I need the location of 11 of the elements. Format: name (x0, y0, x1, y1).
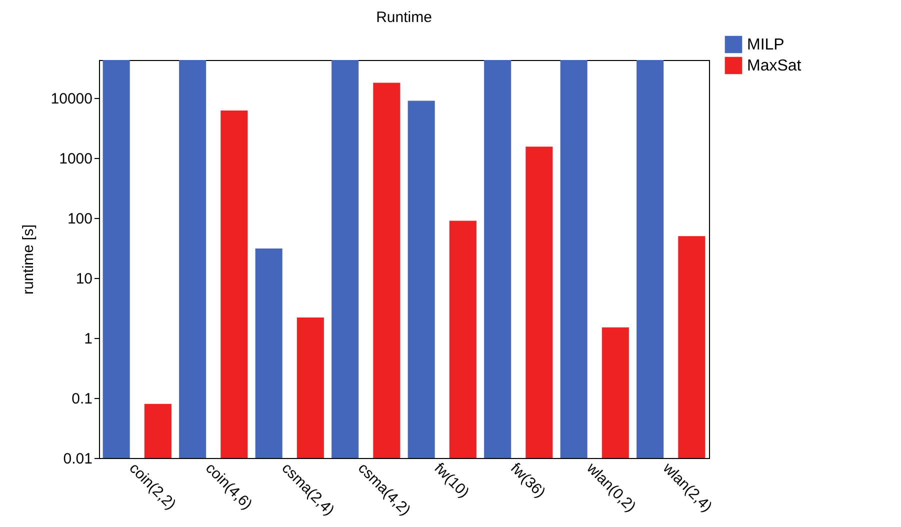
chart-title: Runtime (376, 9, 432, 26)
y-axis-title: runtime [s] (20, 224, 37, 295)
legend-label: MaxSat (747, 58, 802, 74)
legend-label: MILP (747, 36, 784, 54)
y-tick-label: 1000 (59, 150, 92, 168)
y-tick-label: 10 (76, 270, 92, 288)
y-tick-label: 1 (84, 330, 92, 348)
y-tick-label: 0.1 (72, 390, 92, 408)
y-tick-label: 10000 (50, 90, 92, 108)
y-tick-label: 0.01 (63, 450, 92, 468)
y-tick-label: 100 (67, 210, 92, 228)
